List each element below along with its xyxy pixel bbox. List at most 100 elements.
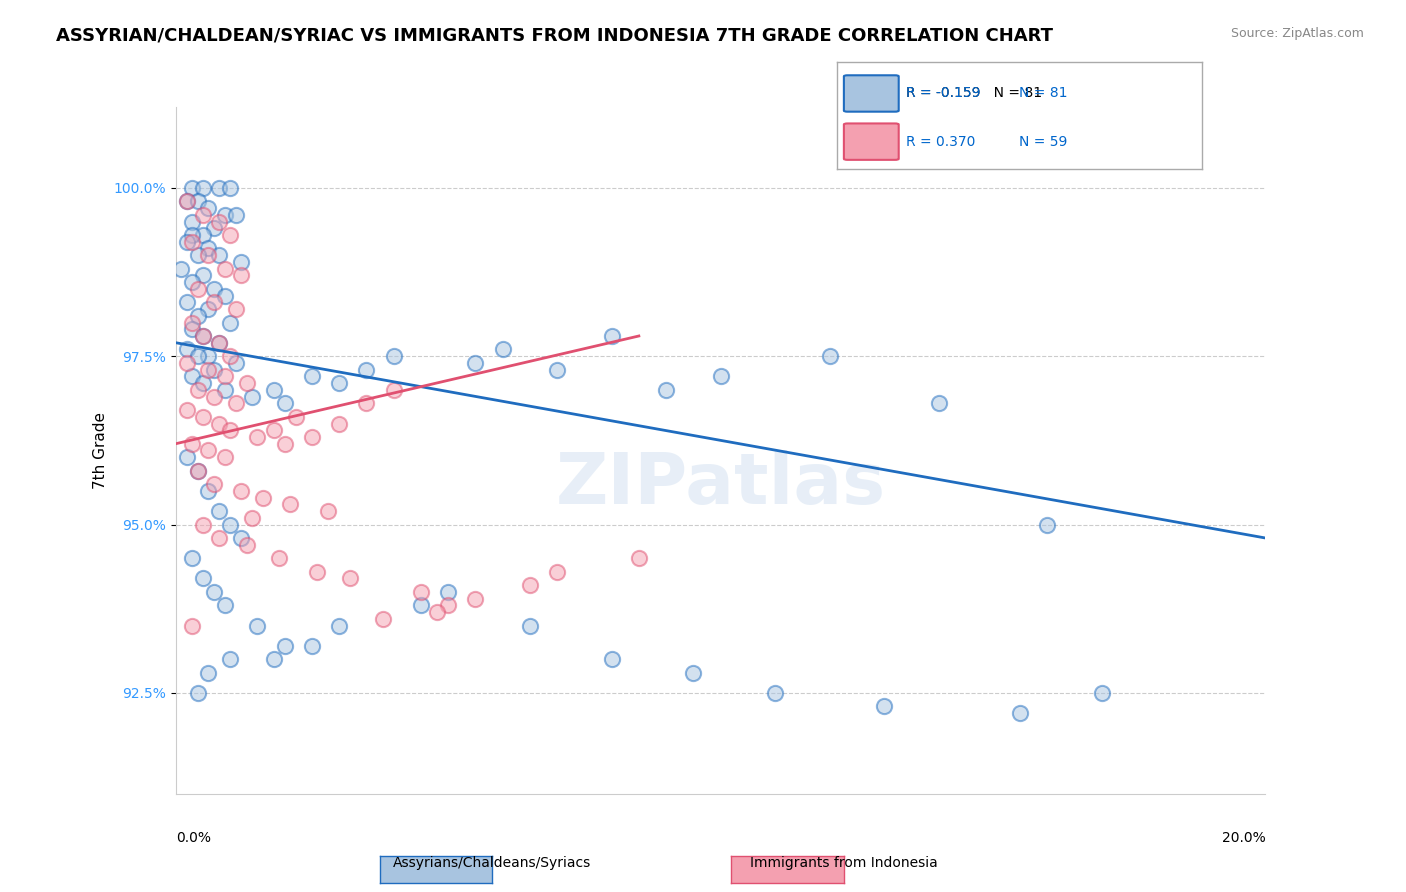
Point <box>197 443 219 458</box>
Point <box>307 565 329 579</box>
Point <box>202 221 225 235</box>
Point <box>382 383 405 397</box>
Point <box>318 504 340 518</box>
Text: Source: ZipAtlas.com: Source: ZipAtlas.com <box>1230 27 1364 40</box>
Point <box>197 483 219 498</box>
Point <box>274 436 297 450</box>
Y-axis label: 7th Grade: 7th Grade <box>93 412 108 489</box>
Point <box>191 268 214 283</box>
Point <box>176 235 198 249</box>
Point <box>208 181 231 195</box>
Point <box>231 268 253 283</box>
Text: R = 0.370: R = 0.370 <box>905 135 976 149</box>
Point <box>301 430 323 444</box>
Point <box>409 599 432 613</box>
Point <box>197 201 219 215</box>
Point <box>546 362 568 376</box>
Point <box>219 181 242 195</box>
Point <box>928 396 950 410</box>
Point <box>231 531 253 545</box>
Point <box>181 316 204 330</box>
Point <box>202 585 225 599</box>
Point <box>191 227 214 242</box>
Point <box>356 362 378 376</box>
Text: ASSYRIAN/CHALDEAN/SYRIAC VS IMMIGRANTS FROM INDONESIA 7TH GRADE CORRELATION CHAR: ASSYRIAN/CHALDEAN/SYRIAC VS IMMIGRANTS F… <box>56 27 1053 45</box>
Point <box>186 194 209 209</box>
Point <box>284 409 307 424</box>
Point <box>202 477 225 491</box>
Point <box>208 335 231 350</box>
Point <box>202 282 225 296</box>
Point <box>176 403 198 417</box>
FancyBboxPatch shape <box>844 75 898 112</box>
Point <box>382 349 405 363</box>
Point <box>546 565 568 579</box>
Point <box>627 551 650 566</box>
Point <box>1036 517 1059 532</box>
Point <box>176 295 198 310</box>
Point <box>356 396 378 410</box>
Point <box>274 639 297 653</box>
Point <box>873 699 896 714</box>
Point <box>219 517 242 532</box>
Point <box>181 436 204 450</box>
Text: ZIPatlas: ZIPatlas <box>555 450 886 519</box>
Point <box>208 335 231 350</box>
Point <box>219 349 242 363</box>
Point <box>186 464 209 478</box>
Point <box>219 316 242 330</box>
Point <box>191 571 214 585</box>
Point <box>464 356 486 370</box>
Point <box>197 349 219 363</box>
Point <box>191 517 214 532</box>
Point <box>246 618 269 632</box>
Point <box>191 208 214 222</box>
Point <box>208 248 231 262</box>
Point <box>186 686 209 700</box>
Point <box>219 423 242 437</box>
Point <box>219 652 242 666</box>
Point <box>235 538 257 552</box>
Point <box>328 417 350 431</box>
Text: Assyrians/Chaldeans/Syriacs: Assyrians/Chaldeans/Syriacs <box>392 855 592 870</box>
Point <box>437 599 460 613</box>
Point <box>176 356 198 370</box>
Point <box>186 349 209 363</box>
Point <box>181 227 204 242</box>
Point <box>202 390 225 404</box>
Point <box>225 301 247 316</box>
Text: N = 59: N = 59 <box>1019 135 1067 149</box>
Point <box>176 343 198 357</box>
Point <box>252 491 274 505</box>
Point <box>231 255 253 269</box>
Point <box>170 261 193 276</box>
Point <box>492 343 515 357</box>
Point <box>818 349 841 363</box>
Text: Immigrants from Indonesia: Immigrants from Indonesia <box>749 855 938 870</box>
Text: 0.0%: 0.0% <box>176 831 211 845</box>
Point <box>176 194 198 209</box>
Point <box>181 181 204 195</box>
Text: N = 81: N = 81 <box>1019 87 1067 101</box>
Point <box>301 639 323 653</box>
Point <box>191 329 214 343</box>
Point <box>186 464 209 478</box>
Point <box>274 396 297 410</box>
Point <box>655 383 678 397</box>
Point <box>197 362 219 376</box>
Point <box>682 665 704 680</box>
Point <box>197 248 219 262</box>
Point <box>197 242 219 256</box>
Point <box>263 383 285 397</box>
Point <box>278 497 301 511</box>
Point <box>231 483 253 498</box>
Point <box>1010 706 1032 720</box>
Point <box>328 376 350 391</box>
Point <box>208 531 231 545</box>
Point <box>181 235 204 249</box>
Point <box>1091 686 1114 700</box>
Point <box>214 208 236 222</box>
Point <box>181 369 204 384</box>
Point <box>600 652 623 666</box>
Point <box>426 605 449 619</box>
